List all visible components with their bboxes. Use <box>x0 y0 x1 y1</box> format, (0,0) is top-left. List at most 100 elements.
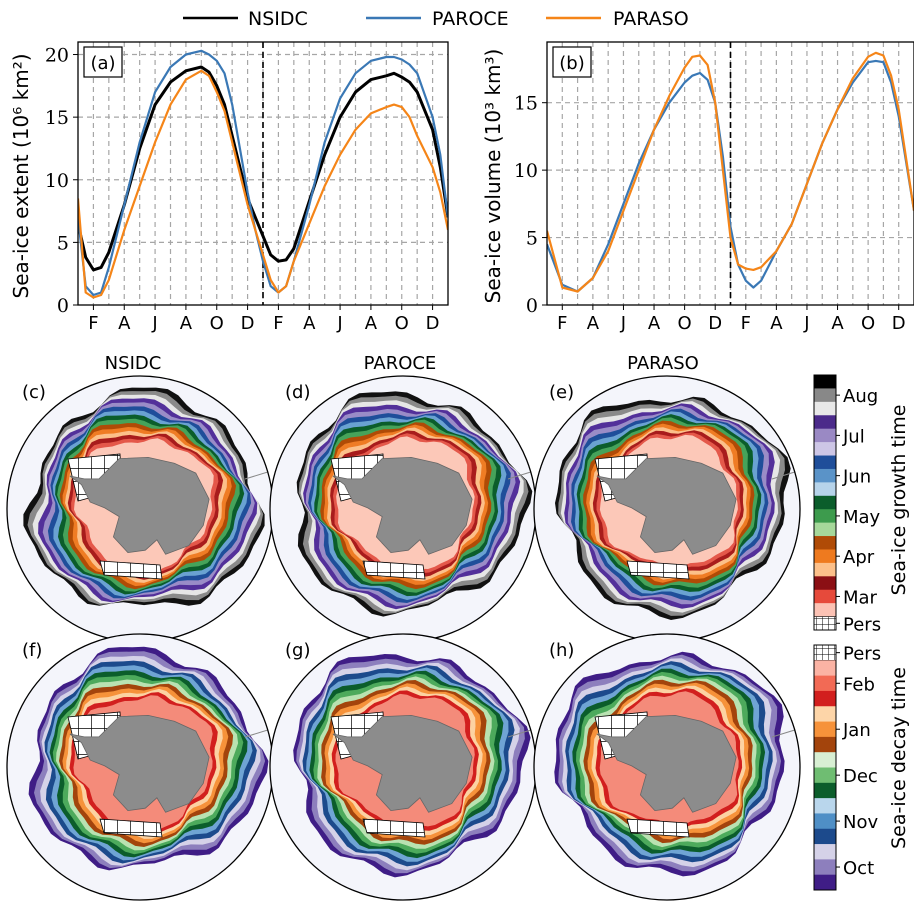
colorbar-tick-label: Aug <box>843 386 878 407</box>
colorbar-cell <box>814 468 836 483</box>
colorbar-cell <box>814 813 836 830</box>
extent-panel-label: (a) <box>90 53 115 74</box>
colorbar-cell <box>814 828 836 845</box>
colorbar-cell <box>814 736 836 753</box>
volume-xtick-label: J <box>803 313 809 334</box>
map-growth-1: (c) <box>6 375 274 643</box>
map-panel-label: (f) <box>22 640 42 661</box>
colorbar-cell <box>814 415 836 430</box>
colorbar-cell <box>814 690 836 707</box>
map-meridian <box>771 470 799 480</box>
map-antarctica <box>596 456 737 555</box>
colorbar-frame <box>813 644 837 891</box>
volume-series-paroce <box>547 59 914 293</box>
colorbar-cell <box>814 522 836 537</box>
volume-xtick-label: D <box>708 313 722 334</box>
colorbar-tick-label: Nov <box>843 812 878 833</box>
colorbar-pers-cell <box>813 616 837 631</box>
map-persistent-ice <box>99 818 163 838</box>
volume-xtick-label: A <box>587 313 600 334</box>
map-antarctica <box>332 714 473 813</box>
extent-xtick-label: A <box>365 313 378 334</box>
map-persistent-ice <box>626 560 690 580</box>
extent-xtick-label: O <box>210 313 224 334</box>
volume-ytick-label: 10 <box>514 160 538 182</box>
colorbar-pers-cell <box>813 644 837 661</box>
colorbar-cell <box>814 660 836 677</box>
extent-xtick-label: F <box>273 313 283 334</box>
colorbar-tick-label: Mar <box>843 587 878 608</box>
colorbar-cell <box>814 603 836 618</box>
colorbar-cell <box>814 798 836 814</box>
extent-ytick-label: 10 <box>45 170 69 192</box>
map-meridian <box>507 728 535 738</box>
volume-xtick-label: F <box>557 313 567 334</box>
map-frame <box>533 633 801 901</box>
colorbar-cell <box>814 536 836 550</box>
colorbar-cell <box>814 455 836 470</box>
colorbar-cell <box>814 388 836 403</box>
volume-xtick-label: O <box>861 313 875 334</box>
extent-xtick-label: J <box>151 313 157 334</box>
volume-ytick-label: 15 <box>514 93 538 115</box>
volume-xtick-label: A <box>831 313 844 334</box>
colorbar-cell <box>814 721 836 738</box>
volume-ytick-label: 5 <box>526 228 538 250</box>
extent-series-paroce <box>78 49 448 297</box>
map-persistent-ice <box>99 560 163 580</box>
sea-ice-maps: (c) (d) (e) (f) (g) (h) <box>6 375 801 901</box>
map-meridian <box>771 728 799 738</box>
legend: NSIDC PAROCE PARASO <box>183 8 689 30</box>
colorbar-cell <box>814 675 836 692</box>
decay-colorbar: Pers Feb Jan Dec Nov Oct <box>813 644 881 891</box>
map-column-title-paroce: PAROCE <box>364 353 437 374</box>
growth-colorbar: Aug Jul Jun May Apr Mar Pers <box>813 374 881 635</box>
extent-y-axis-label: Sea-ice extent (10⁶ km²) <box>9 53 33 298</box>
decay-colorbar-label: Sea-ice decay time <box>888 667 910 849</box>
colorbar-frame <box>813 374 837 631</box>
colorbar-cell <box>814 375 836 389</box>
volume-xtick-label: D <box>892 313 906 334</box>
map-column-title-nsidc: NSIDC <box>105 353 162 374</box>
map-panel-label: (h) <box>549 640 574 661</box>
colorbar-tick-label: Feb <box>843 674 875 695</box>
map-decay-3: (h) <box>533 633 801 901</box>
extent-xtick-label: F <box>88 313 98 334</box>
volume-xtick-label: J <box>620 313 626 334</box>
volume-panel-label-box <box>552 46 592 78</box>
map-antarctica <box>596 714 737 813</box>
colorbar-cell <box>814 576 836 591</box>
map-growth-3: (e) <box>533 375 801 643</box>
colorbar-cell <box>814 509 836 524</box>
extent-ytick-label: 0 <box>57 295 69 317</box>
growth-colorbar-label: Sea-ice growth time <box>888 405 910 596</box>
map-panel-label: (d) <box>285 382 310 403</box>
colorbar-cell <box>814 549 836 564</box>
map-antarctica <box>332 456 473 555</box>
volume-series-paraso <box>547 51 914 293</box>
extent-series-paraso <box>78 69 448 299</box>
colorbar-cell <box>814 442 836 457</box>
volume-ytick-label: 0 <box>526 295 538 317</box>
extent-xtick-label: A <box>303 313 316 334</box>
extent-ytick-label: 5 <box>57 232 69 254</box>
volume-xtick-label: A <box>770 313 783 334</box>
extent-xtick-label: A <box>180 313 193 334</box>
colorbar-cell <box>814 482 836 497</box>
map-decay-1: (f) <box>6 633 274 901</box>
map-meridian <box>244 470 272 480</box>
extent-xtick-label: D <box>426 313 440 334</box>
colorbar-tick-label: Pers <box>843 614 881 635</box>
colorbar-cell <box>814 874 836 891</box>
colorbar-cell <box>814 428 836 443</box>
map-panel-label: (c) <box>22 382 46 403</box>
colorbar-tick-label: Jul <box>842 426 865 447</box>
volume-frame <box>546 41 914 306</box>
map-persistent-ice <box>362 560 426 580</box>
extent-ytick-label: 20 <box>45 45 69 67</box>
colorbar-cell <box>814 562 836 577</box>
extent-panel-label-box <box>83 46 123 78</box>
